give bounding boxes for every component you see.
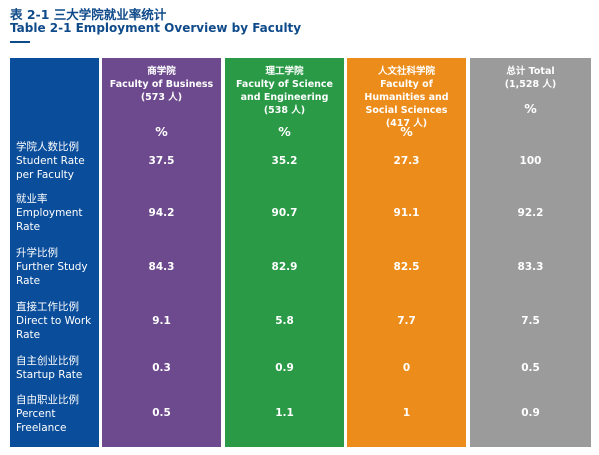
column-total: 总计 Total (1,528 人) % 100 92.2 83.3 7.5 0… [470,58,591,447]
header-count: (417 人) [385,118,428,129]
row-label-student-rate: 学院人数比例 Student Rate per Faculty [16,140,97,182]
column-header: 人文社科学院 Faculty of Humanities and Social … [347,65,466,130]
row-label-startup-rate: 自主创业比例 Startup Rate [16,354,97,382]
cell-value: 5.8 [275,315,294,327]
cell-value: 35.2 [271,155,298,167]
unit-label: % [155,124,168,139]
column-header: 总计 Total (1,528 人) [470,65,591,91]
cell-value: 83.3 [517,261,544,273]
table-title-en: Table 2-1 Employment Overview by Faculty [10,21,302,35]
row-label-en: Student Rate per Faculty [16,155,85,181]
cell-value: 91.1 [393,207,420,219]
cell-value: 90.7 [271,207,298,219]
header-name-cn: 人文社科学院 [377,66,435,77]
row-label-cn: 升学比例 [16,247,58,259]
cell-value: 82.9 [271,261,298,273]
row-label-further-study: 升学比例 Further Study Rate [16,246,97,288]
cell-value: 0.9 [275,362,294,374]
row-label-column: 学院人数比例 Student Rate per Faculty 就业率 Empl… [10,58,99,447]
row-label-en: Percent Freelance [16,408,67,434]
header-name-en: Faculty of Business [109,79,214,90]
title-underline [10,41,30,43]
column-business: 商学院 Faculty of Business (573 人) % 37.5 9… [102,58,221,447]
row-label-en: Further Study Rate [16,261,88,287]
row-label-cn: 自由职业比例 [16,394,79,406]
column-header: 商学院 Faculty of Business (573 人) [102,65,221,104]
cell-value: 9.1 [152,315,171,327]
cell-value: 0 [402,362,411,374]
header-name-cn: 理工学院 [265,66,304,77]
cell-value: 94.2 [148,207,175,219]
cell-value: 1.1 [275,407,294,419]
cell-value: 82.5 [393,261,420,273]
header-count: (538 人) [263,105,306,116]
cell-value: 7.5 [521,315,540,327]
header-name-en: Faculty of Science and Engineering [235,79,333,103]
row-label-cn: 自主创业比例 [16,355,79,367]
header-name-cn: 商学院 [147,66,176,77]
cell-value: 1 [402,407,411,419]
row-label-employment-rate: 就业率 Employment Rate [16,192,97,234]
cell-value: 84.3 [148,261,175,273]
cell-value: 37.5 [148,155,175,167]
cell-value: 0.5 [521,362,540,374]
cell-value: 92.2 [517,207,544,219]
row-label-direct-to-work: 直接工作比例 Direct to Work Rate [16,300,97,342]
column-humanities-social-sciences: 人文社科学院 Faculty of Humanities and Social … [347,58,466,447]
column-science-engineering: 理工学院 Faculty of Science and Engineering … [225,58,344,447]
header-count: (1,528 人) [504,79,557,90]
unit-label: % [524,101,537,116]
row-label-en: Direct to Work Rate [16,315,92,341]
row-label-en: Employment Rate [16,207,83,233]
cell-value: 0.3 [152,362,171,374]
unit-label: % [278,124,291,139]
unit-label: % [400,124,413,139]
cell-value: 100 [519,155,542,167]
cell-value: 7.7 [397,315,416,327]
row-label-cn: 就业率 [16,193,48,205]
header-name-cn: 总计 Total [506,66,555,77]
header-count: (573 人) [140,92,183,103]
cell-value: 0.9 [521,407,540,419]
table-title-cn: 表 2-1 三大学院就业率统计 [10,7,167,22]
row-label-cn: 直接工作比例 [16,301,79,313]
row-label-cn: 学院人数比例 [16,141,79,153]
row-label-en: Startup Rate [16,369,83,381]
cell-value: 0.5 [152,407,171,419]
header-name-en: Faculty of Humanities and Social Science… [364,79,449,116]
column-header: 理工学院 Faculty of Science and Engineering … [225,65,344,117]
row-label-freelance: 自由职业比例 Percent Freelance [16,393,97,435]
cell-value: 27.3 [393,155,420,167]
